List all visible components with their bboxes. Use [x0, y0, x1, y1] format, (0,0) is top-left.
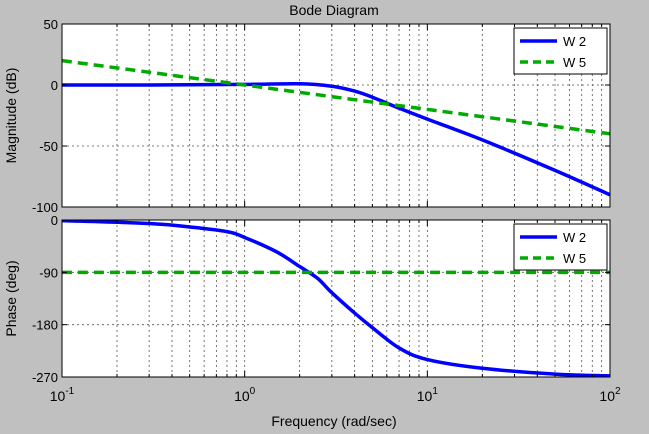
magnitude-y-tick-label: 50: [44, 17, 58, 32]
x-tick-label: 101: [417, 386, 439, 404]
magnitude-y-tick-label: 0: [51, 78, 58, 93]
legend-entry-label: W 2: [563, 34, 586, 49]
legend-box: [513, 223, 608, 271]
x-tick-label: 100: [234, 386, 256, 404]
magnitude-grid: [62, 24, 610, 207]
x-tick-label: 102: [599, 386, 621, 404]
legend-entry-label: W 5: [563, 251, 586, 266]
magnitude-y-tick-label: -50: [39, 139, 58, 154]
phase-ticks: [61, 219, 611, 378]
magnitude-y-tick-label: -100: [32, 200, 58, 215]
phase-y-tick-label: 0: [51, 213, 58, 228]
x-axis-label: Frequency (rad/sec): [271, 413, 396, 429]
series-line-w2: [62, 220, 610, 377]
magnitude-frame: [61, 23, 611, 208]
phase-y-tick-label: -270: [32, 370, 58, 385]
magnitude-y-axis-label: Magnitude (dB): [3, 68, 19, 164]
phase-legend: W 2W 5: [513, 223, 608, 271]
phase-y-tick-label: -180: [32, 318, 58, 333]
phase-y-axis-label: Phase (deg): [3, 260, 19, 336]
magnitude-series: [62, 58, 610, 197]
legend-box: [513, 27, 608, 75]
magnitude-ticks: [61, 23, 611, 208]
series-line-w5: [62, 58, 610, 136]
chart-title: Bode Diagram: [289, 2, 379, 18]
legend-entry-label: W 2: [563, 230, 586, 245]
phase-frame: [61, 219, 611, 378]
legend-entry-label: W 5: [563, 55, 586, 70]
x-tick-label: 10-1: [50, 386, 75, 404]
series-line-w2: [62, 81, 610, 197]
magnitude-legend: W 2W 5: [513, 27, 608, 75]
phase-y-tick-label: -90: [39, 265, 58, 280]
phase-series: [62, 220, 610, 377]
